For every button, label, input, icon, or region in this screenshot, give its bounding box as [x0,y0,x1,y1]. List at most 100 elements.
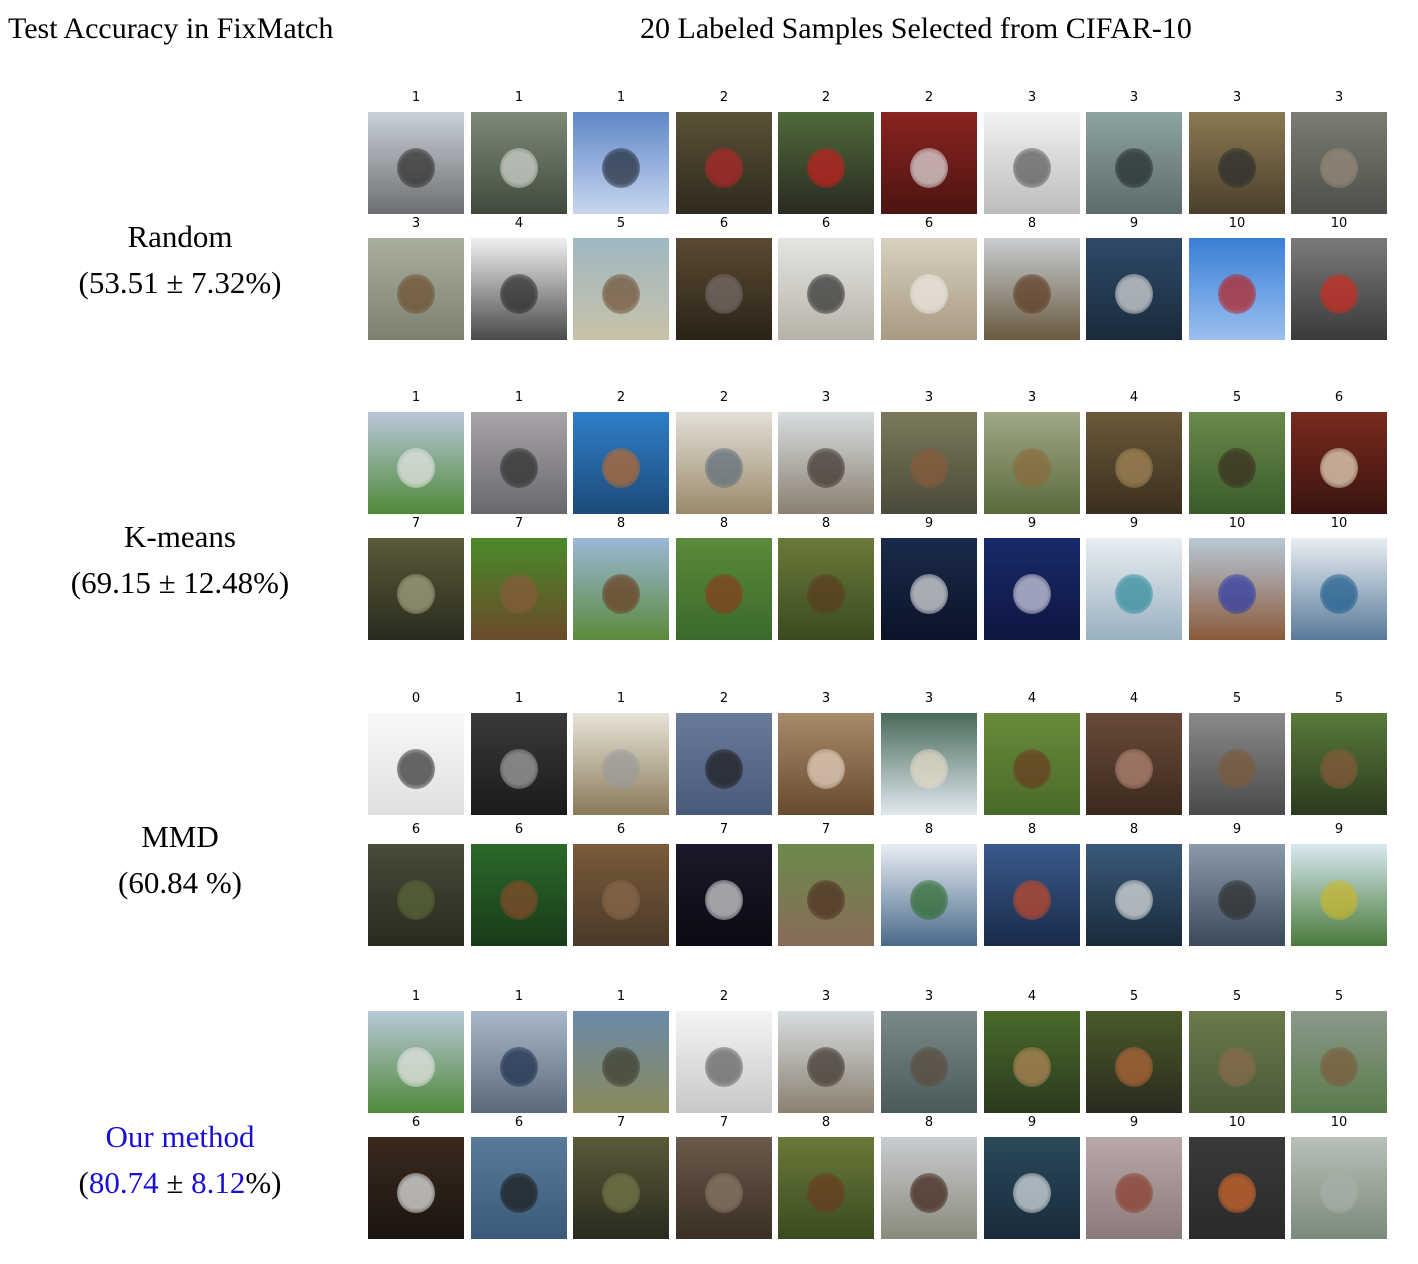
thumbnail-subject [1319,748,1359,790]
thumbnail-subject [704,879,744,921]
sample-thumbnail [1291,1011,1387,1113]
sample-cell: 1 [368,388,464,514]
thumbnail-subject [601,879,641,921]
sample-thumbnail [368,538,464,640]
sample-cell: 4 [1086,388,1182,514]
sample-label: 6 [1334,390,1344,405]
sample-thumbnail [676,112,772,214]
sample-cell: 7 [778,820,874,946]
thumbnail-subject [1012,573,1052,615]
thumbnail-subject [499,748,539,790]
sample-label: 8 [1027,216,1037,231]
sample-thumbnail [676,844,772,946]
sample-label: 7 [411,516,421,531]
sample-thumbnail [881,112,977,214]
sample-cell: 5 [1189,689,1285,815]
thumbnail-subject [1217,573,1257,615]
sample-cell: 10 [1291,214,1387,340]
sample-cell: 1 [471,987,567,1113]
sample-cell: 9 [984,1113,1080,1239]
thumbnail-subject [909,573,949,615]
sample-thumbnail [984,1011,1080,1113]
thumbnail-subject [909,273,949,315]
sample-thumbnail [573,538,669,640]
sample-label: 7 [514,516,524,531]
sample-cell: 5 [573,214,669,340]
sample-cell: 10 [1189,514,1285,640]
sample-thumbnail [1291,713,1387,815]
sample-label: 6 [411,1115,421,1130]
thumbnail-subject [806,273,846,315]
sample-cell: 4 [471,214,567,340]
thumbnail-subject [1217,147,1257,189]
thumbnail-subject [1012,1172,1052,1214]
thumbnail-subject [396,879,436,921]
sample-cell: 6 [1291,388,1387,514]
thumbnail-subject [704,1172,744,1214]
thumbnail-subject [1217,273,1257,315]
sample-cell: 3 [1189,88,1285,214]
thumbnail-subject [806,447,846,489]
thumbnail-subject [499,273,539,315]
sample-label: 9 [924,516,934,531]
sample-thumbnail [1189,112,1285,214]
sample-thumbnail [881,538,977,640]
sample-thumbnail [778,112,874,214]
sample-thumbnail [471,1011,567,1113]
sample-thumbnail [1291,238,1387,340]
sample-thumbnail [1189,844,1285,946]
thumbnail-subject [396,273,436,315]
sample-thumbnail [1189,412,1285,514]
sample-cell: 3 [1086,88,1182,214]
sample-cell: 8 [778,1113,874,1239]
thumbnail-subject [601,447,641,489]
sample-label: 9 [1334,822,1344,837]
sample-cell: 1 [573,987,669,1113]
sample-label: 2 [616,390,626,405]
thumbnail-subject [909,748,949,790]
sample-thumbnail [1086,844,1182,946]
sample-cell: 5 [1291,689,1387,815]
sample-thumbnail [368,713,464,815]
sample-label: 3 [1334,90,1344,105]
method-random: Random (53.51 ± 7.32%) [0,214,360,306]
sample-thumbnail [984,538,1080,640]
sample-thumbnail [573,1011,669,1113]
sample-label: 1 [411,989,421,1004]
sample-thumbnail [881,713,977,815]
acc-open: ( [78,1165,89,1200]
thumbnail-subject [1319,573,1359,615]
sample-cell: 3 [881,689,977,815]
thumbnail-subject [1319,273,1359,315]
sample-cell: 10 [1291,1113,1387,1239]
sample-cell: 10 [1189,214,1285,340]
sample-row: 7 7 8 8 8 9 9 9 10 10 [368,514,1394,640]
sample-thumbnail [368,1011,464,1113]
sample-label: 5 [1334,989,1344,1004]
sample-thumbnail [573,713,669,815]
sample-thumbnail [984,112,1080,214]
sample-label: 0 [411,691,421,706]
thumbnail-subject [1114,147,1154,189]
thumbnail-subject [909,447,949,489]
thumbnail-subject [1114,1046,1154,1088]
sample-cell: 9 [1086,514,1182,640]
figure-title: 20 Labeled Samples Selected from CIFAR-1… [640,12,1192,45]
sample-thumbnail [368,112,464,214]
thumbnail-subject [1217,1172,1257,1214]
sample-label: 10 [1228,216,1246,231]
sample-cell: 1 [471,88,567,214]
sample-thumbnail [471,713,567,815]
method-name: MMD [141,819,219,854]
sample-label: 8 [821,1115,831,1130]
sample-thumbnail [778,412,874,514]
sample-cell: 3 [881,388,977,514]
sample-cell: 1 [573,88,669,214]
sample-label: 3 [821,691,831,706]
sample-cell: 2 [676,88,772,214]
sample-label: 9 [1027,516,1037,531]
thumbnail-subject [499,447,539,489]
thumbnail-subject [601,1046,641,1088]
sample-cell: 8 [1086,820,1182,946]
method-accuracy: (80.74 ± 8.12%) [0,1160,360,1206]
